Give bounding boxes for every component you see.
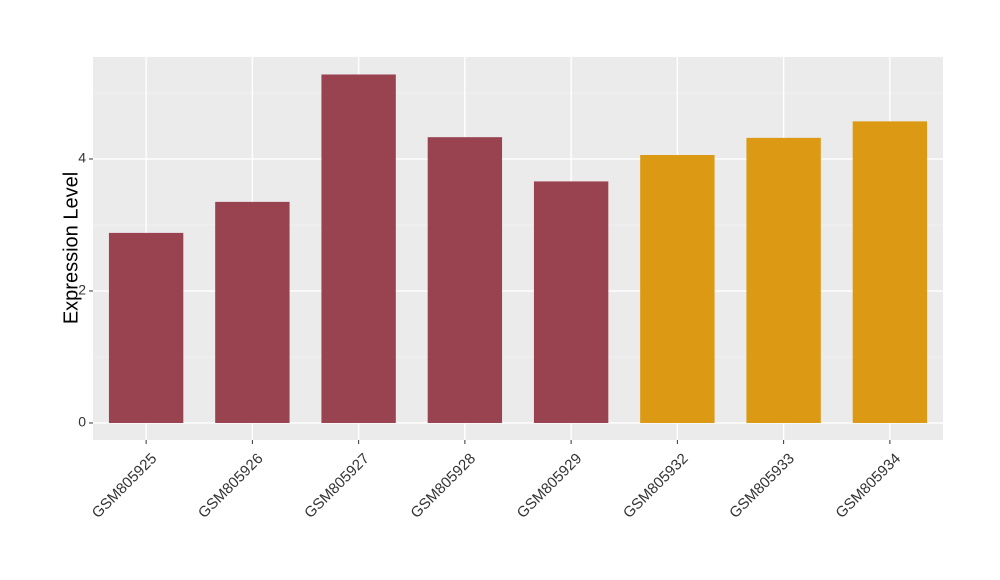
x-tick-label: GSM805932 bbox=[620, 450, 692, 522]
bar bbox=[640, 155, 715, 423]
x-tick-label: GSM805929 bbox=[514, 450, 586, 522]
bar bbox=[852, 121, 928, 423]
y-axis-title: Expression Level bbox=[60, 172, 82, 324]
y-tick-label: 2 bbox=[78, 282, 86, 298]
x-tick-label: GSM805925 bbox=[89, 450, 161, 522]
y-tick-label: 4 bbox=[78, 150, 86, 166]
x-tick-label: GSM805933 bbox=[726, 450, 798, 522]
x-tick-label: GSM805934 bbox=[832, 450, 904, 522]
x-tick-label: GSM805928 bbox=[407, 450, 479, 522]
y-tick-label: 0 bbox=[78, 414, 86, 430]
bar bbox=[215, 201, 290, 423]
bar bbox=[321, 74, 396, 423]
x-tick-label: GSM805927 bbox=[301, 450, 373, 522]
bar bbox=[746, 137, 821, 423]
bar bbox=[427, 137, 503, 423]
bar bbox=[108, 232, 184, 423]
x-tick-label: GSM805926 bbox=[195, 450, 267, 522]
bar bbox=[533, 181, 609, 423]
